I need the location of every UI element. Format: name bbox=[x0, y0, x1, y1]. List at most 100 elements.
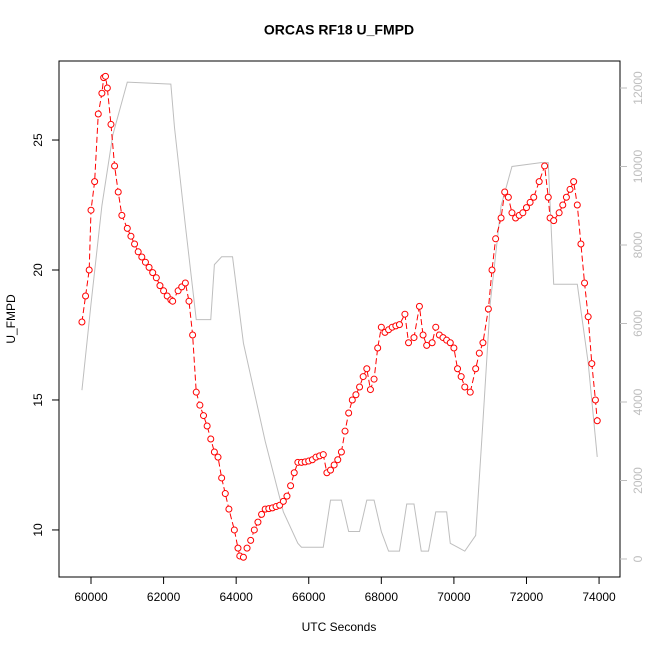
data-point bbox=[225, 505, 233, 513]
data-point bbox=[544, 193, 552, 201]
data-point bbox=[283, 492, 291, 500]
data-point bbox=[519, 209, 527, 217]
data-point bbox=[200, 412, 208, 420]
x-tick-label: 64000 bbox=[219, 590, 253, 604]
data-point bbox=[247, 536, 255, 544]
data-point bbox=[243, 544, 251, 552]
data-point bbox=[327, 466, 335, 474]
data-point bbox=[107, 120, 115, 128]
data-point bbox=[156, 282, 164, 290]
data-point bbox=[584, 313, 592, 321]
data-point bbox=[127, 232, 135, 240]
x-axis-label: UTC Seconds bbox=[302, 620, 377, 634]
data-point bbox=[234, 544, 242, 552]
data-point bbox=[341, 427, 349, 435]
data-point bbox=[103, 84, 111, 92]
data-point bbox=[149, 269, 157, 277]
data-point bbox=[348, 396, 356, 404]
series-line bbox=[81, 81, 598, 552]
data-point bbox=[239, 553, 247, 561]
data-point bbox=[374, 344, 382, 352]
data-point bbox=[497, 214, 505, 222]
data-point bbox=[189, 331, 197, 339]
data-point bbox=[484, 305, 492, 313]
data-point bbox=[555, 209, 563, 217]
y2-tick-label: 10000 bbox=[631, 149, 645, 183]
data-point bbox=[550, 217, 558, 225]
chart-title: ORCAS RF18 U_FMPD bbox=[264, 22, 414, 38]
data-point bbox=[203, 422, 211, 430]
data-point bbox=[319, 451, 327, 459]
y-axis-label: U_FMPD bbox=[4, 294, 18, 344]
y2-tick-label: 12000 bbox=[631, 71, 645, 105]
data-point bbox=[218, 474, 226, 482]
data-point bbox=[419, 331, 427, 339]
data-point bbox=[588, 360, 596, 368]
x-tick-label: 66000 bbox=[292, 590, 326, 604]
x-tick-label: 60000 bbox=[74, 590, 108, 604]
data-point bbox=[258, 510, 266, 518]
data-point bbox=[450, 344, 458, 352]
data-point bbox=[359, 373, 367, 381]
data-point bbox=[352, 391, 360, 399]
data-point bbox=[423, 341, 431, 349]
data-point bbox=[488, 266, 496, 274]
y-tick-label: 25 bbox=[31, 133, 45, 147]
data-point bbox=[573, 201, 581, 209]
data-point bbox=[535, 178, 543, 186]
data-point bbox=[134, 248, 142, 256]
data-point bbox=[138, 253, 146, 261]
data-point bbox=[522, 204, 530, 212]
data-point bbox=[94, 110, 102, 118]
data-point bbox=[593, 417, 601, 425]
data-point bbox=[207, 435, 215, 443]
data-point bbox=[196, 401, 204, 409]
data-point bbox=[82, 292, 90, 300]
plot-frame bbox=[58, 60, 621, 578]
data-point bbox=[85, 266, 93, 274]
data-point bbox=[472, 365, 480, 373]
data-point bbox=[562, 193, 570, 201]
data-point bbox=[508, 209, 516, 217]
data-point bbox=[454, 365, 462, 373]
data-point bbox=[370, 375, 378, 383]
data-point bbox=[377, 323, 385, 331]
data-point bbox=[581, 279, 589, 287]
data-point bbox=[395, 321, 403, 329]
data-point bbox=[250, 526, 258, 534]
data-point bbox=[466, 388, 474, 396]
data-point bbox=[401, 310, 409, 318]
data-point bbox=[141, 258, 149, 266]
data-point bbox=[461, 383, 469, 391]
data-point bbox=[98, 89, 106, 97]
y-tick-label: 20 bbox=[31, 263, 45, 277]
data-point bbox=[131, 240, 139, 248]
x-tick-label: 68000 bbox=[365, 590, 399, 604]
data-point bbox=[410, 334, 418, 342]
data-point bbox=[330, 461, 338, 469]
data-point bbox=[475, 349, 483, 357]
data-point bbox=[446, 339, 454, 347]
data-point bbox=[221, 490, 229, 498]
data-point bbox=[145, 263, 153, 271]
data-point bbox=[279, 497, 287, 505]
data-point bbox=[152, 274, 160, 282]
y2-tick-label: 2000 bbox=[631, 467, 645, 494]
data-point bbox=[290, 469, 298, 477]
data-point bbox=[541, 162, 549, 170]
data-point bbox=[210, 448, 218, 456]
data-point bbox=[591, 396, 599, 404]
data-point bbox=[91, 178, 99, 186]
data-point bbox=[356, 383, 364, 391]
data-point bbox=[415, 302, 423, 310]
data-point bbox=[181, 279, 189, 287]
series-line bbox=[81, 75, 598, 558]
data-point bbox=[501, 188, 509, 196]
data-point bbox=[570, 178, 578, 186]
data-point bbox=[345, 409, 353, 417]
data-point bbox=[479, 339, 487, 347]
data-point bbox=[214, 453, 222, 461]
y2-tick-label: 6000 bbox=[631, 310, 645, 337]
data-point bbox=[114, 188, 122, 196]
